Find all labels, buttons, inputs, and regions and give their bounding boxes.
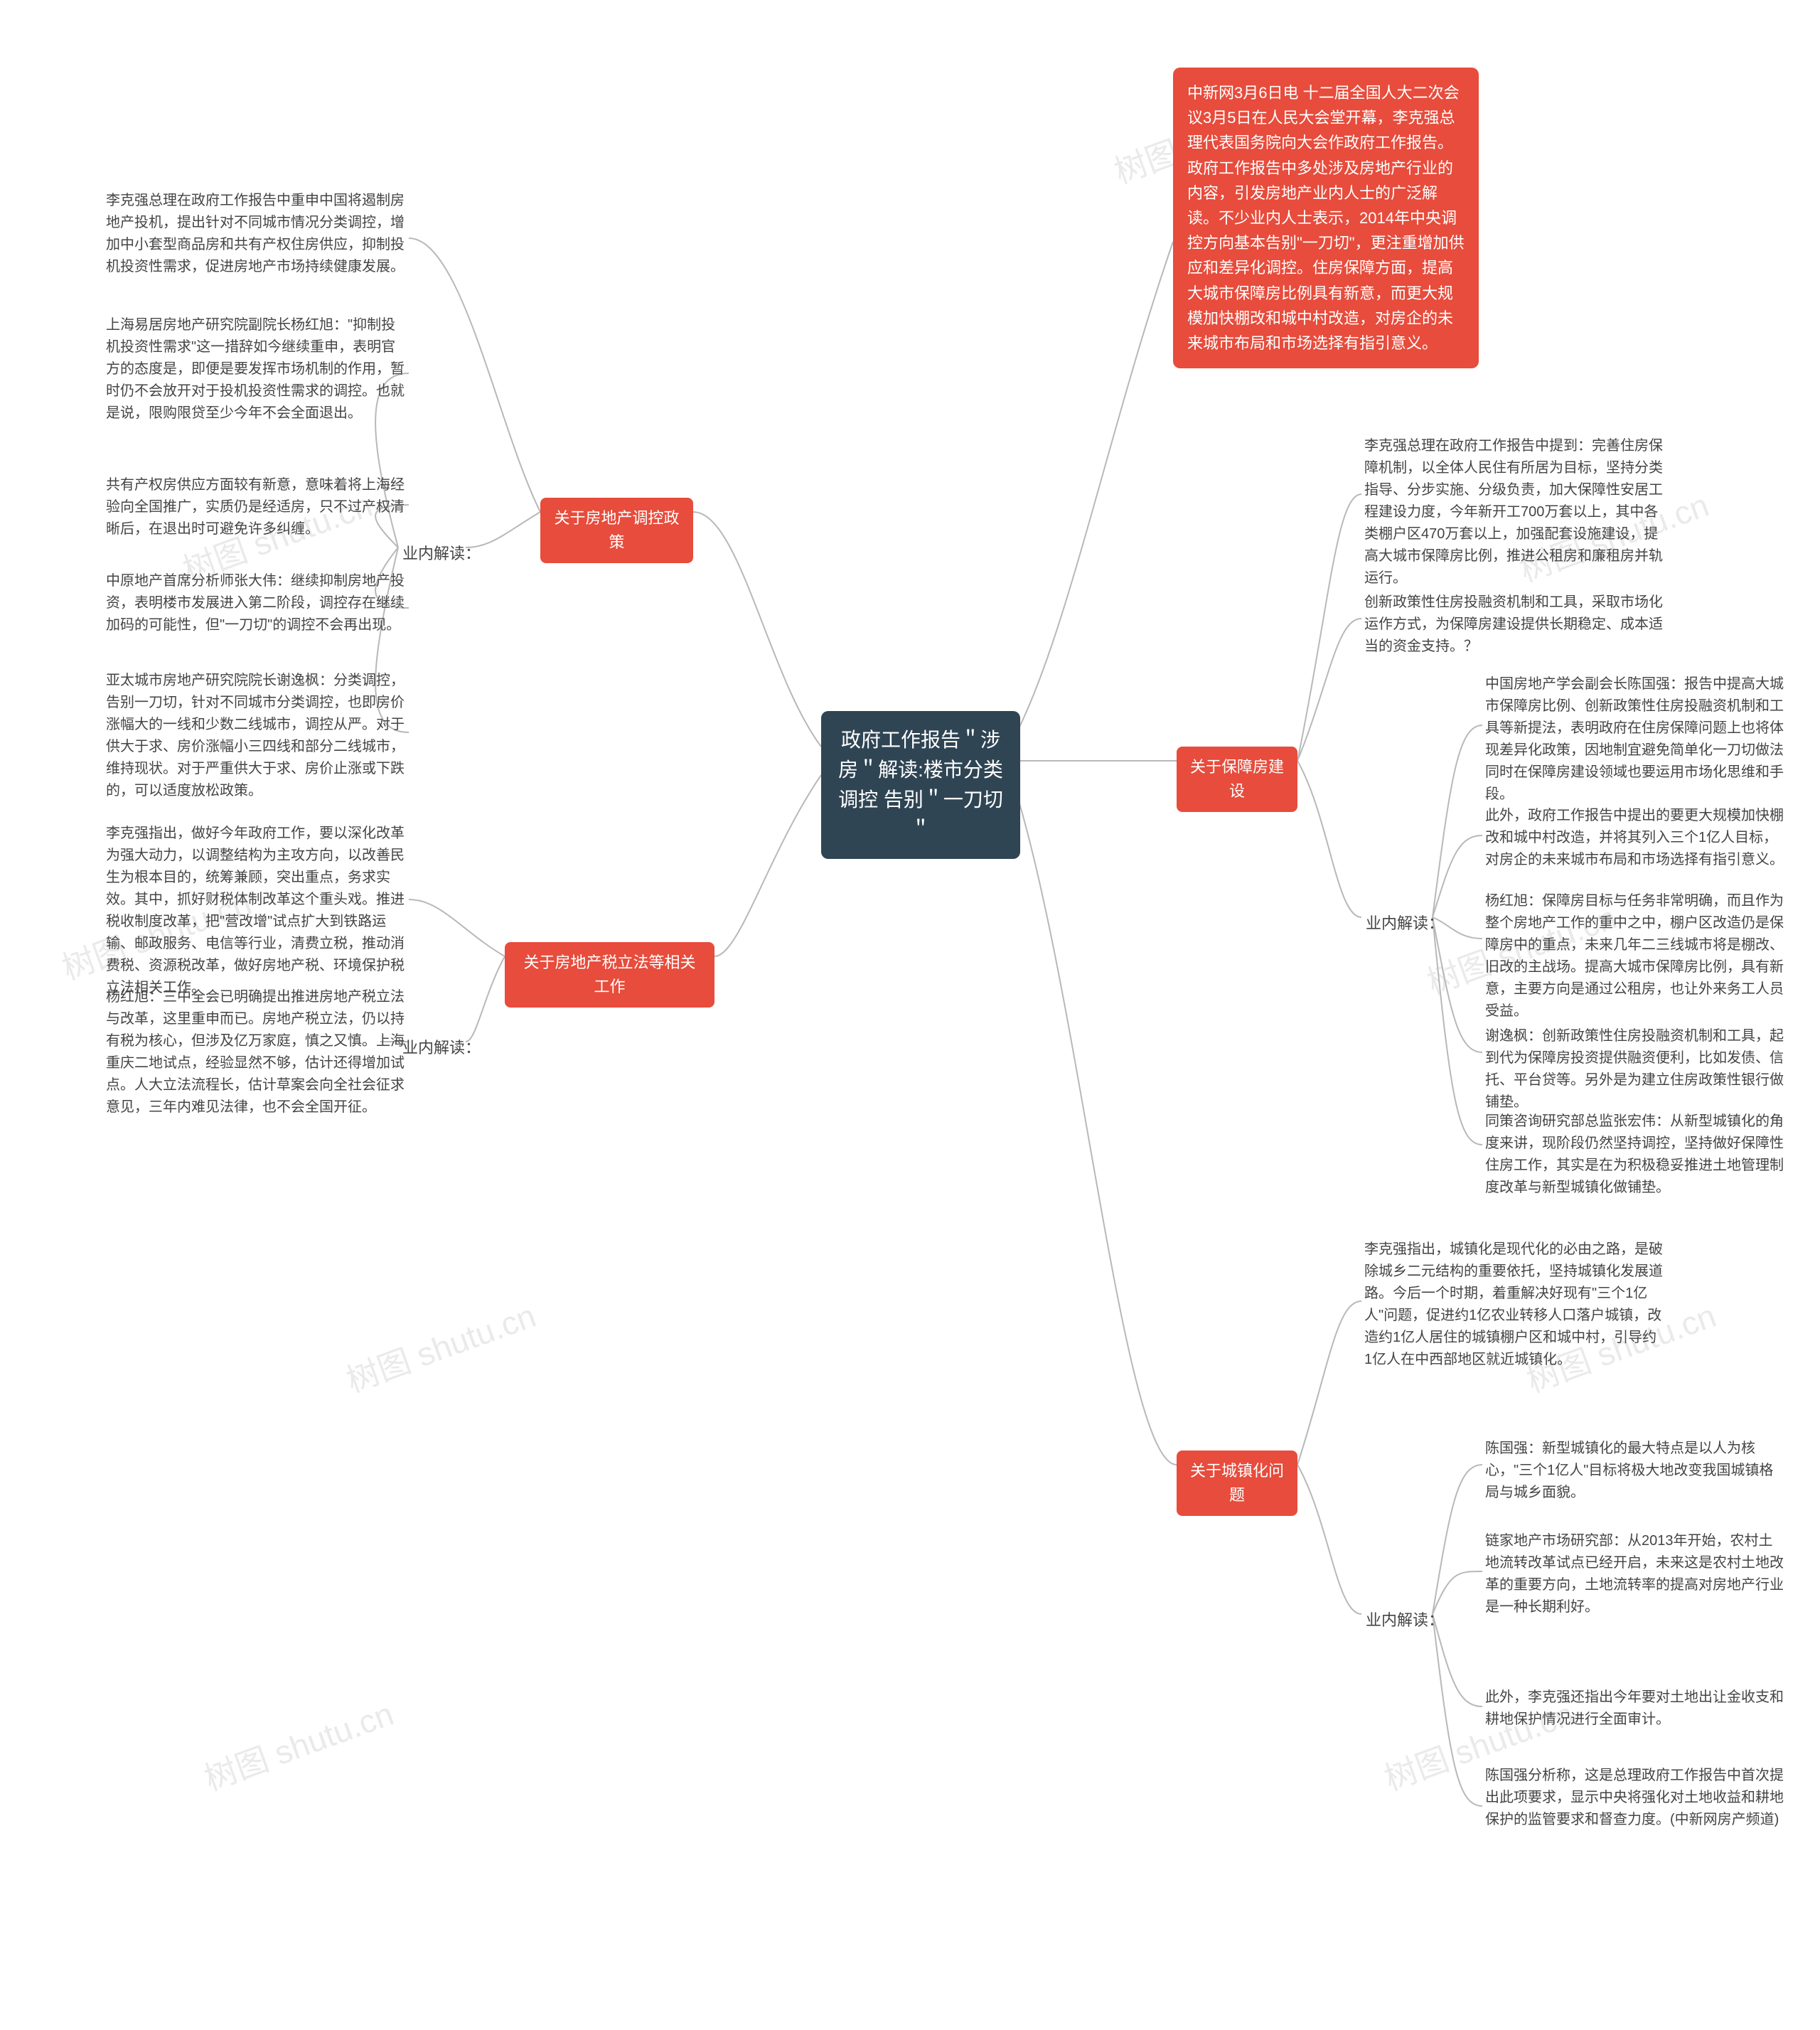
leaf-reg-p5: 亚太城市房地产研究院院长谢逸枫：分类调控，告别一刀切，针对不同城市分类调控，也即… <box>103 668 409 803</box>
label-tax-interp: 业内解读： <box>398 1033 485 1063</box>
branch-urbanization: 关于城镇化问题 <box>1177 1451 1297 1516</box>
leaf-hous-p4: 此外，政府工作报告中提出的要更大规模加快棚改和城中村改造，并将其列入三个1亿人目… <box>1482 803 1788 872</box>
leaf-reg-p4: 中原地产首席分析师张大伟：继续抑制房地产投资，表明楼市发展进入第二阶段，调控存在… <box>103 569 409 638</box>
label-reg-interp: 业内解读： <box>398 539 485 569</box>
branch-regulation-policy: 关于房地产调控政策 <box>540 498 693 563</box>
root-node: 政府工作报告＂涉房＂解读:楼市分类调控 告别＂一刀切＂ <box>821 711 1020 859</box>
leaf-reg-p1: 李克强总理在政府工作报告中重申中国将遏制房地产投机，提出针对不同城市情况分类调控… <box>103 188 409 279</box>
leaf-reg-p3: 共有产权房供应方面较有新意，意味着将上海经验向全国推广，实质仍是经适房，只不过产… <box>103 473 409 542</box>
leaf-hous-p6: 谢逸枫：创新政策性住房投融资机制和工具，起到代为保障房投资提供融资便利，比如发债… <box>1482 1024 1788 1115</box>
leaf-tax-p1: 李克强指出，做好今年政府工作，要以深化改革为强大动力，以调整结构为主攻方向，以改… <box>103 821 409 1000</box>
leaf-urb-p2: 陈国强：新型城镇化的最大特点是以人为核心，"三个1亿人"目标将极大地改变我国城镇… <box>1482 1436 1788 1505</box>
leaf-tax-p2: 杨红旭：三中全会已明确提出推进房地产税立法与改革，这里重申而已。房地产税立法，仍… <box>103 985 409 1120</box>
watermark: 树图 shutu.cn <box>339 1290 541 1401</box>
leaf-reg-p2: 上海易居房地产研究院副院长杨红旭："抑制投机投资性需求"这一措辞如今继续重申，表… <box>103 313 409 426</box>
leaf-urb-p4: 此外，李克强还指出今年要对土地出让金收支和耕地保护情况进行全面审计。 <box>1482 1685 1788 1732</box>
leaf-urb-p3: 链家地产市场研究部：从2013年开始，农村土地流转改革试点已经开启，未来这是农村… <box>1482 1529 1788 1620</box>
leaf-urb-p1: 李克强指出，城镇化是现代化的必由之路，是破除城乡二元结构的重要依托，坚持城镇化发… <box>1361 1237 1667 1372</box>
leaf-hous-p3: 中国房地产学会副会长陈国强：报告中提高大城市保障房比例、创新政策性住房投融资机制… <box>1482 672 1788 807</box>
watermark: 树图 shutu.cn <box>197 1688 399 1800</box>
leaf-hous-p2: 创新政策性住房投融资机制和工具，采取市场化运作方式，为保障房建设提供长期稳定、成… <box>1361 590 1667 659</box>
leaf-urb-p5: 陈国强分析称，这是总理政府工作报告中首次提出此项要求，显示中央将强化对土地收益和… <box>1482 1763 1788 1832</box>
intro-box: 中新网3月6日电 十二届全国人大二次会议3月5日在人民大会堂开幕，李克强总理代表… <box>1173 68 1479 368</box>
leaf-hous-p7: 同策咨询研究部总监张宏伟：从新型城镇化的角度来讲，现阶段仍然坚持调控，坚持做好保… <box>1482 1109 1788 1200</box>
label-urb-interp: 业内解读： <box>1361 1606 1448 1635</box>
branch-tax-legislation: 关于房地产税立法等相关工作 <box>505 942 714 1008</box>
leaf-hous-p5: 杨红旭：保障房目标与任务非常明确，而且作为整个房地产工作的重中之中，棚户区改造仍… <box>1482 889 1788 1024</box>
branch-affordable-housing: 关于保障房建设 <box>1177 747 1297 812</box>
label-hous-interp: 业内解读： <box>1361 909 1448 939</box>
leaf-hous-p1: 李克强总理在政府工作报告中提到：完善住房保障机制，以全体人民住有所居为目标，坚持… <box>1361 434 1667 591</box>
mindmap-canvas: 树图 shutu.cn 树图 shutu.cn 树图 shutu.cn 树图 s… <box>0 0 1820 2030</box>
